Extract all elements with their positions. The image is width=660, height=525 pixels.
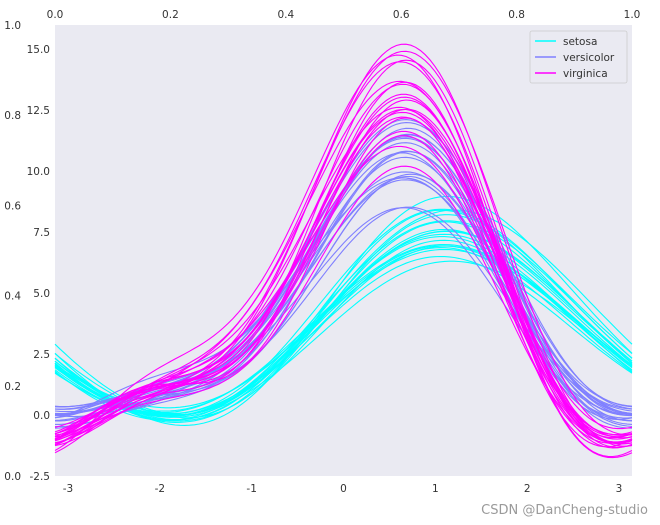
x-tick-label: -1 xyxy=(246,483,256,495)
curve-setosa xyxy=(54,221,633,423)
x-tick-label-secondary: 0.0 xyxy=(47,9,64,21)
y-tick-label: 7.5 xyxy=(33,227,50,239)
curve-virginica xyxy=(54,106,633,444)
curve-virginica xyxy=(54,81,633,459)
curve-virginica xyxy=(54,108,633,430)
curve-versicolor xyxy=(54,152,633,420)
x-tick-label: 3 xyxy=(616,483,623,495)
curve-setosa xyxy=(54,255,633,415)
y-tick-label: 10.0 xyxy=(27,166,50,178)
y-tick-label-secondary: 0.0 xyxy=(4,471,21,483)
legend-label-virginica: virginica xyxy=(563,68,608,80)
legend-box xyxy=(529,30,628,84)
curve-setosa xyxy=(54,248,633,412)
y-tick-label-secondary: 0.2 xyxy=(4,381,21,393)
x-tick-label-secondary: 0.6 xyxy=(393,9,410,21)
curve-virginica xyxy=(54,117,633,448)
curve-virginica xyxy=(54,50,632,436)
y-tick-label: 0.0 xyxy=(33,410,50,422)
x-tick-label-secondary: 0.4 xyxy=(277,9,294,21)
curve-virginica xyxy=(54,145,633,436)
curve-virginica xyxy=(54,54,633,458)
y-tick-label: 5.0 xyxy=(33,288,50,300)
x-tick-label: -2 xyxy=(155,483,165,495)
ticks-layer: -3 -2 -1 0 1 2 3 0.0 0.2 0.4 0.6 0.8 1.0 -2.5 0.0 2.5 5.… xyxy=(4,9,640,495)
watermark: CSDN @DanCheng-studio xyxy=(481,503,648,518)
legend-label-setosa: setosa xyxy=(563,36,597,48)
y-tick-label: 15.0 xyxy=(27,44,50,56)
x-tick-label: 0 xyxy=(340,483,347,495)
legend: setosa versicolor virginica xyxy=(529,30,628,84)
x-tick-label-secondary: 0.8 xyxy=(508,9,525,21)
curve-setosa xyxy=(54,239,633,422)
curve-setosa xyxy=(54,208,633,414)
y-tick-label-secondary: 0.6 xyxy=(4,200,21,212)
legend-label-versicolor: versicolor xyxy=(563,52,615,64)
curve-virginica xyxy=(54,99,633,439)
x-tick-label-secondary: 0.2 xyxy=(162,9,179,21)
y-tick-label-secondary: 0.8 xyxy=(4,110,21,122)
x-tick-label-secondary: 1.0 xyxy=(624,9,641,21)
curve-virginica xyxy=(54,43,633,447)
y-tick-label: 2.5 xyxy=(33,349,50,361)
y-tick-label-secondary: 0.4 xyxy=(4,291,21,303)
curve-setosa xyxy=(54,260,633,418)
x-tick-label: 1 xyxy=(432,483,439,495)
y-tick-label: 12.5 xyxy=(27,105,50,117)
curves-layer xyxy=(54,43,633,459)
y-tick-label: -2.5 xyxy=(30,471,51,483)
x-tick-label: 2 xyxy=(524,483,531,495)
y-tick-label-secondary: 1.0 xyxy=(4,20,21,32)
curve-setosa xyxy=(54,209,633,416)
x-tick-label: -3 xyxy=(63,483,73,495)
